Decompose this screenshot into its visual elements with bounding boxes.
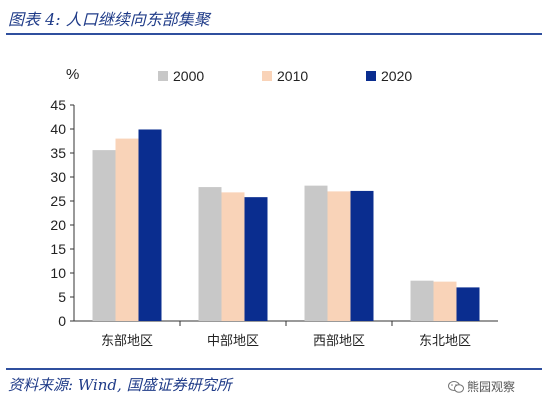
bar: [115, 138, 139, 321]
legend-swatch: [366, 71, 376, 81]
y-tick-label: 25: [50, 193, 66, 209]
y-tick-label: 15: [50, 241, 66, 257]
bar: [433, 281, 457, 321]
watermark-text: 熊园观察: [467, 380, 516, 394]
legend-swatch: [158, 71, 168, 81]
watermark: 熊园观察: [448, 378, 515, 395]
y-tick-label: 0: [58, 313, 66, 329]
chart-title: 图表 4: 人口继续向东部集聚: [8, 10, 210, 29]
labels: % 0 5 10 15 20 25 30 35 40 45 东部地区 中部地区 西部地区 东北地区: [50, 66, 471, 349]
unit-label: %: [66, 66, 79, 83]
x-category-label: 西部地区: [313, 334, 365, 349]
source-note: 资料来源: Wind, 国盛证券研究所: [8, 376, 232, 394]
y-tick-label: 40: [50, 121, 66, 137]
legend-label: 2020: [381, 68, 412, 84]
bar: [138, 129, 162, 321]
bar: [456, 287, 480, 321]
y-tick-label: 30: [50, 169, 66, 185]
bar-chart: % 0 5 10 15 20 25 30 35 40 45 东部地区 中部地区 西部地区 东北地区 2000…: [50, 66, 498, 349]
y-tick-label: 45: [50, 97, 66, 113]
bars: [92, 129, 480, 321]
y-tick-label: 20: [50, 217, 66, 233]
title-rule: [6, 33, 542, 35]
legend-label: 2000: [173, 68, 204, 84]
wechat-icon: [448, 380, 464, 393]
source-rule: [6, 368, 542, 370]
y-tick-label: 35: [50, 145, 66, 161]
x-category-label: 东部地区: [101, 334, 153, 349]
bar: [350, 190, 374, 321]
legend: 2000 2010 2020: [158, 68, 412, 84]
bar: [304, 185, 328, 321]
bar: [92, 150, 116, 321]
x-category-label: 东北地区: [419, 334, 471, 349]
legend-swatch: [262, 71, 272, 81]
bar: [198, 187, 222, 321]
bar: [221, 192, 245, 321]
bar: [327, 191, 351, 321]
legend-label: 2010: [277, 68, 308, 84]
bar: [244, 197, 268, 321]
y-tick-label: 10: [50, 265, 66, 281]
y-tick-label: 5: [58, 289, 66, 305]
x-category-label: 中部地区: [207, 334, 259, 349]
bar: [410, 280, 434, 321]
